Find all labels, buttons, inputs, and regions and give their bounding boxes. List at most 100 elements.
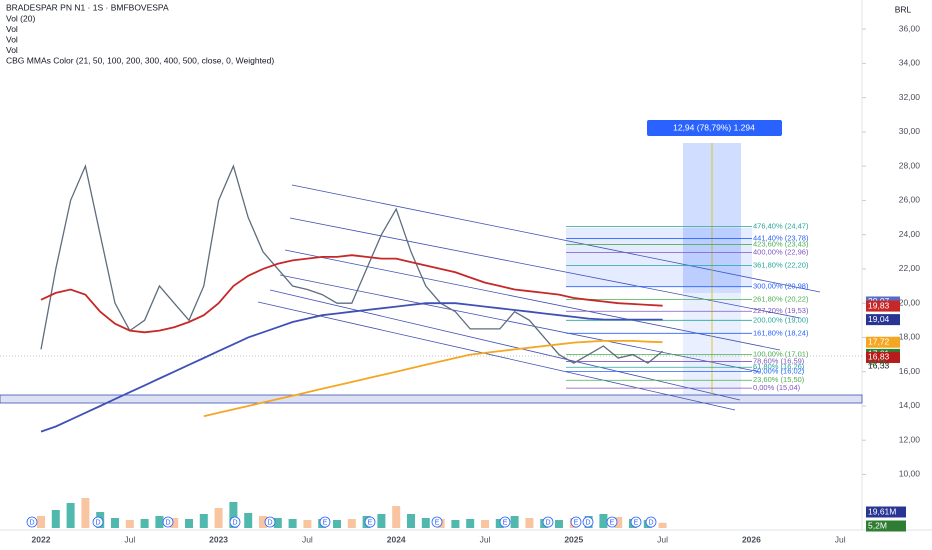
volume-bar xyxy=(51,510,60,528)
indicator-label: CBG MMAs Color (21, 50, 100, 200, 300, 4… xyxy=(6,55,274,65)
fib-label: 361,80% (22,20) xyxy=(753,260,809,269)
fib-label: 423,60% (23,43) xyxy=(753,239,809,248)
price-badge-label: 16,33 xyxy=(868,360,890,370)
x-tick-label: 2026 xyxy=(742,534,761,544)
y-tick-label: 32,00 xyxy=(899,92,921,102)
x-tick-label: Jul xyxy=(835,534,846,544)
event-marker-label: D xyxy=(585,519,590,526)
countdown: 3d 7h xyxy=(868,358,887,367)
y-tick-label: 12,00 xyxy=(899,434,921,444)
volume-bar xyxy=(451,520,460,528)
y-tick-label: 18,00 xyxy=(899,332,921,342)
fib-label: 400,00% (22,96) xyxy=(753,247,809,256)
event-marker xyxy=(606,516,618,528)
fib-label: 61,80% (16,26) xyxy=(753,362,805,371)
volume-bar xyxy=(259,516,267,528)
chart-title: BRADESPAR PN N1 · 1S · BMFBOVESPA xyxy=(6,2,169,12)
fib-label: 200,00% (19,00) xyxy=(753,315,809,324)
volume-bar xyxy=(614,517,623,528)
series-line xyxy=(40,163,664,364)
event-marker xyxy=(264,516,276,528)
volume-bar xyxy=(333,520,341,528)
y-tick-label: 24,00 xyxy=(899,229,921,239)
volume-bar xyxy=(466,519,475,528)
volume-badge xyxy=(866,520,906,532)
series-line xyxy=(40,254,663,334)
fib-label: 300,00% (20,98) xyxy=(753,281,809,290)
volume-bar xyxy=(125,520,134,528)
volume-bar xyxy=(229,502,238,528)
fib-label: 161,80% (18,24) xyxy=(753,328,809,337)
fib-label: 100,00% (17,01) xyxy=(753,349,809,358)
indicator-label: Vol (20) xyxy=(6,13,35,23)
price-badge xyxy=(866,314,900,326)
price-badge xyxy=(866,300,900,312)
volume-bar xyxy=(555,520,563,528)
volume-bar xyxy=(303,520,312,528)
fib-label: 78,60% (16,59) xyxy=(753,357,805,366)
volume-bar xyxy=(37,516,45,528)
volume-bar xyxy=(495,519,504,528)
event-marker-label: E xyxy=(610,519,615,526)
x-tick-label: 2023 xyxy=(209,534,228,544)
y-tick-label: 14,00 xyxy=(899,400,921,410)
price-badge xyxy=(866,336,900,348)
volume-bar xyxy=(377,514,386,528)
volume-bar xyxy=(421,518,430,528)
volume-bar xyxy=(347,519,356,528)
measure-label: 12,94 (78,79%) 1.294 xyxy=(673,122,755,132)
volume-bar xyxy=(185,519,193,528)
fib-label: 476,40% (24,47) xyxy=(753,222,809,231)
event-marker xyxy=(26,516,38,528)
event-marker-label: D xyxy=(165,519,170,526)
y-tick-label: 36,00 xyxy=(899,23,921,33)
volume-bar xyxy=(392,506,401,528)
y-tick-label: 34,00 xyxy=(899,58,921,68)
x-tick-label: Jul xyxy=(480,534,491,544)
volume-bar xyxy=(140,519,149,528)
volume-bar xyxy=(599,514,608,528)
event-marker xyxy=(499,516,511,528)
series-line xyxy=(40,302,663,433)
event-marker-label: D xyxy=(267,519,272,526)
fib-label: 23,60% (15,50) xyxy=(753,375,805,384)
x-tick-label: Jul xyxy=(302,534,313,544)
volume-badge-label: 19,61M xyxy=(868,506,896,516)
price-badge-label: 17,72 xyxy=(868,336,890,346)
event-marker-label: E xyxy=(368,519,373,526)
event-marker-label: D xyxy=(545,519,550,526)
y-tick-label: 28,00 xyxy=(899,160,921,170)
volume-bar xyxy=(214,508,223,528)
price-badge xyxy=(866,351,900,363)
fib-label: 441,40% (23,78) xyxy=(753,233,809,242)
volume-bar xyxy=(199,514,208,528)
fib-label: 0,00% (15,04) xyxy=(753,383,801,392)
y-tick-label: 30,00 xyxy=(899,126,921,136)
y-tick-label: 26,00 xyxy=(899,195,921,205)
event-marker xyxy=(630,516,642,528)
support-band xyxy=(0,394,863,404)
fib-label: 50,00% (16,02) xyxy=(753,366,805,375)
volume-bar xyxy=(155,516,164,528)
measure-label-box xyxy=(647,120,782,136)
event-marker-label: D xyxy=(29,519,34,526)
y-tick-label: 22,00 xyxy=(899,263,921,273)
indicator-label: Vol xyxy=(6,34,18,44)
event-marker-label: E xyxy=(634,519,639,526)
volume-badge-label: 5,2M xyxy=(868,520,887,530)
event-marker xyxy=(542,516,554,528)
volume-bar xyxy=(481,520,489,528)
volume-bar xyxy=(244,513,253,528)
event-marker xyxy=(645,516,657,528)
indicator-label: Vol xyxy=(6,24,18,34)
y-tick-label: 16,00 xyxy=(899,366,921,376)
volume-bar xyxy=(66,503,75,528)
event-marker xyxy=(229,516,241,528)
price-badge-label: 19,04 xyxy=(868,314,890,324)
x-tick-label: Jul xyxy=(657,534,668,544)
volume-bar xyxy=(407,514,415,528)
event-marker xyxy=(431,516,443,528)
event-marker-label: E xyxy=(503,519,508,526)
x-tick-label: Jul xyxy=(124,534,135,544)
